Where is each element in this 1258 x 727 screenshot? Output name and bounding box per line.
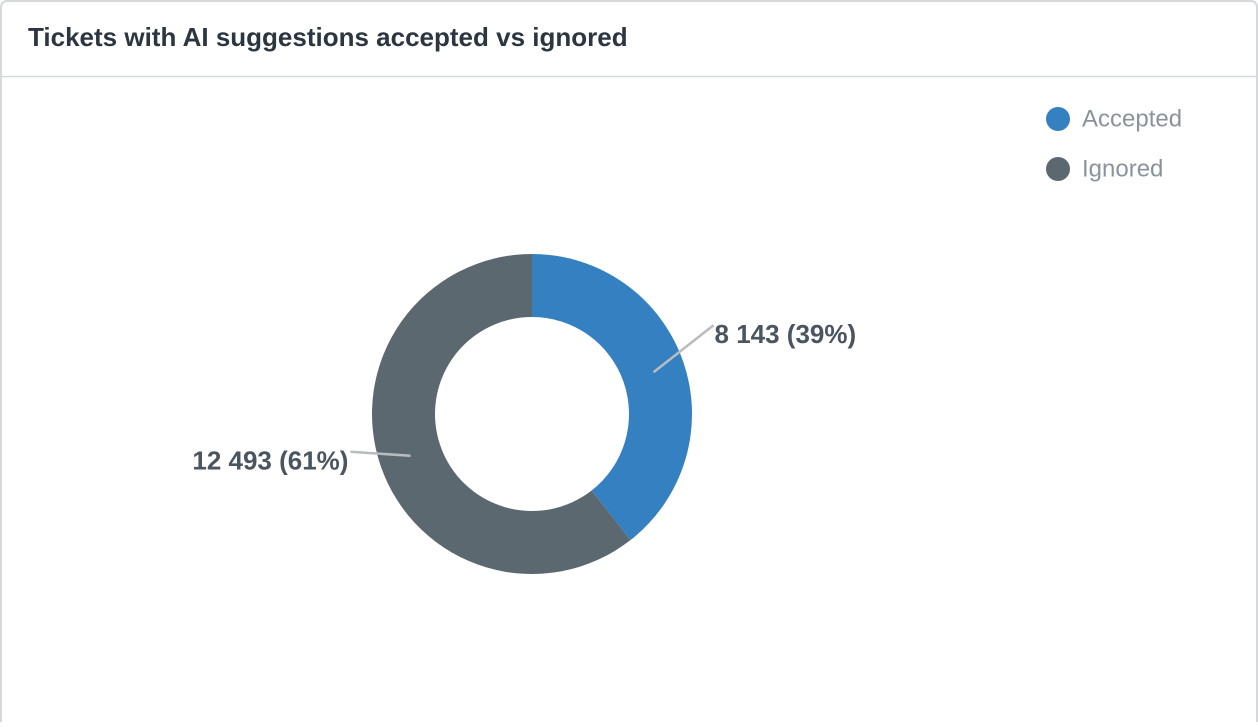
legend-swatch	[1046, 107, 1070, 131]
data-label: 8 143 (39%)	[715, 319, 857, 349]
legend-label: Accepted	[1082, 105, 1182, 132]
donut-slice	[371, 254, 631, 574]
chart-title: Tickets with AI suggestions accepted vs …	[28, 22, 628, 52]
legend-label: Ignored	[1082, 155, 1163, 182]
donut-slice	[532, 254, 692, 541]
leader-line	[652, 324, 715, 374]
legend-swatch	[1046, 157, 1070, 181]
data-label: 12 493 (61%)	[192, 446, 348, 476]
leader-line	[350, 450, 411, 458]
